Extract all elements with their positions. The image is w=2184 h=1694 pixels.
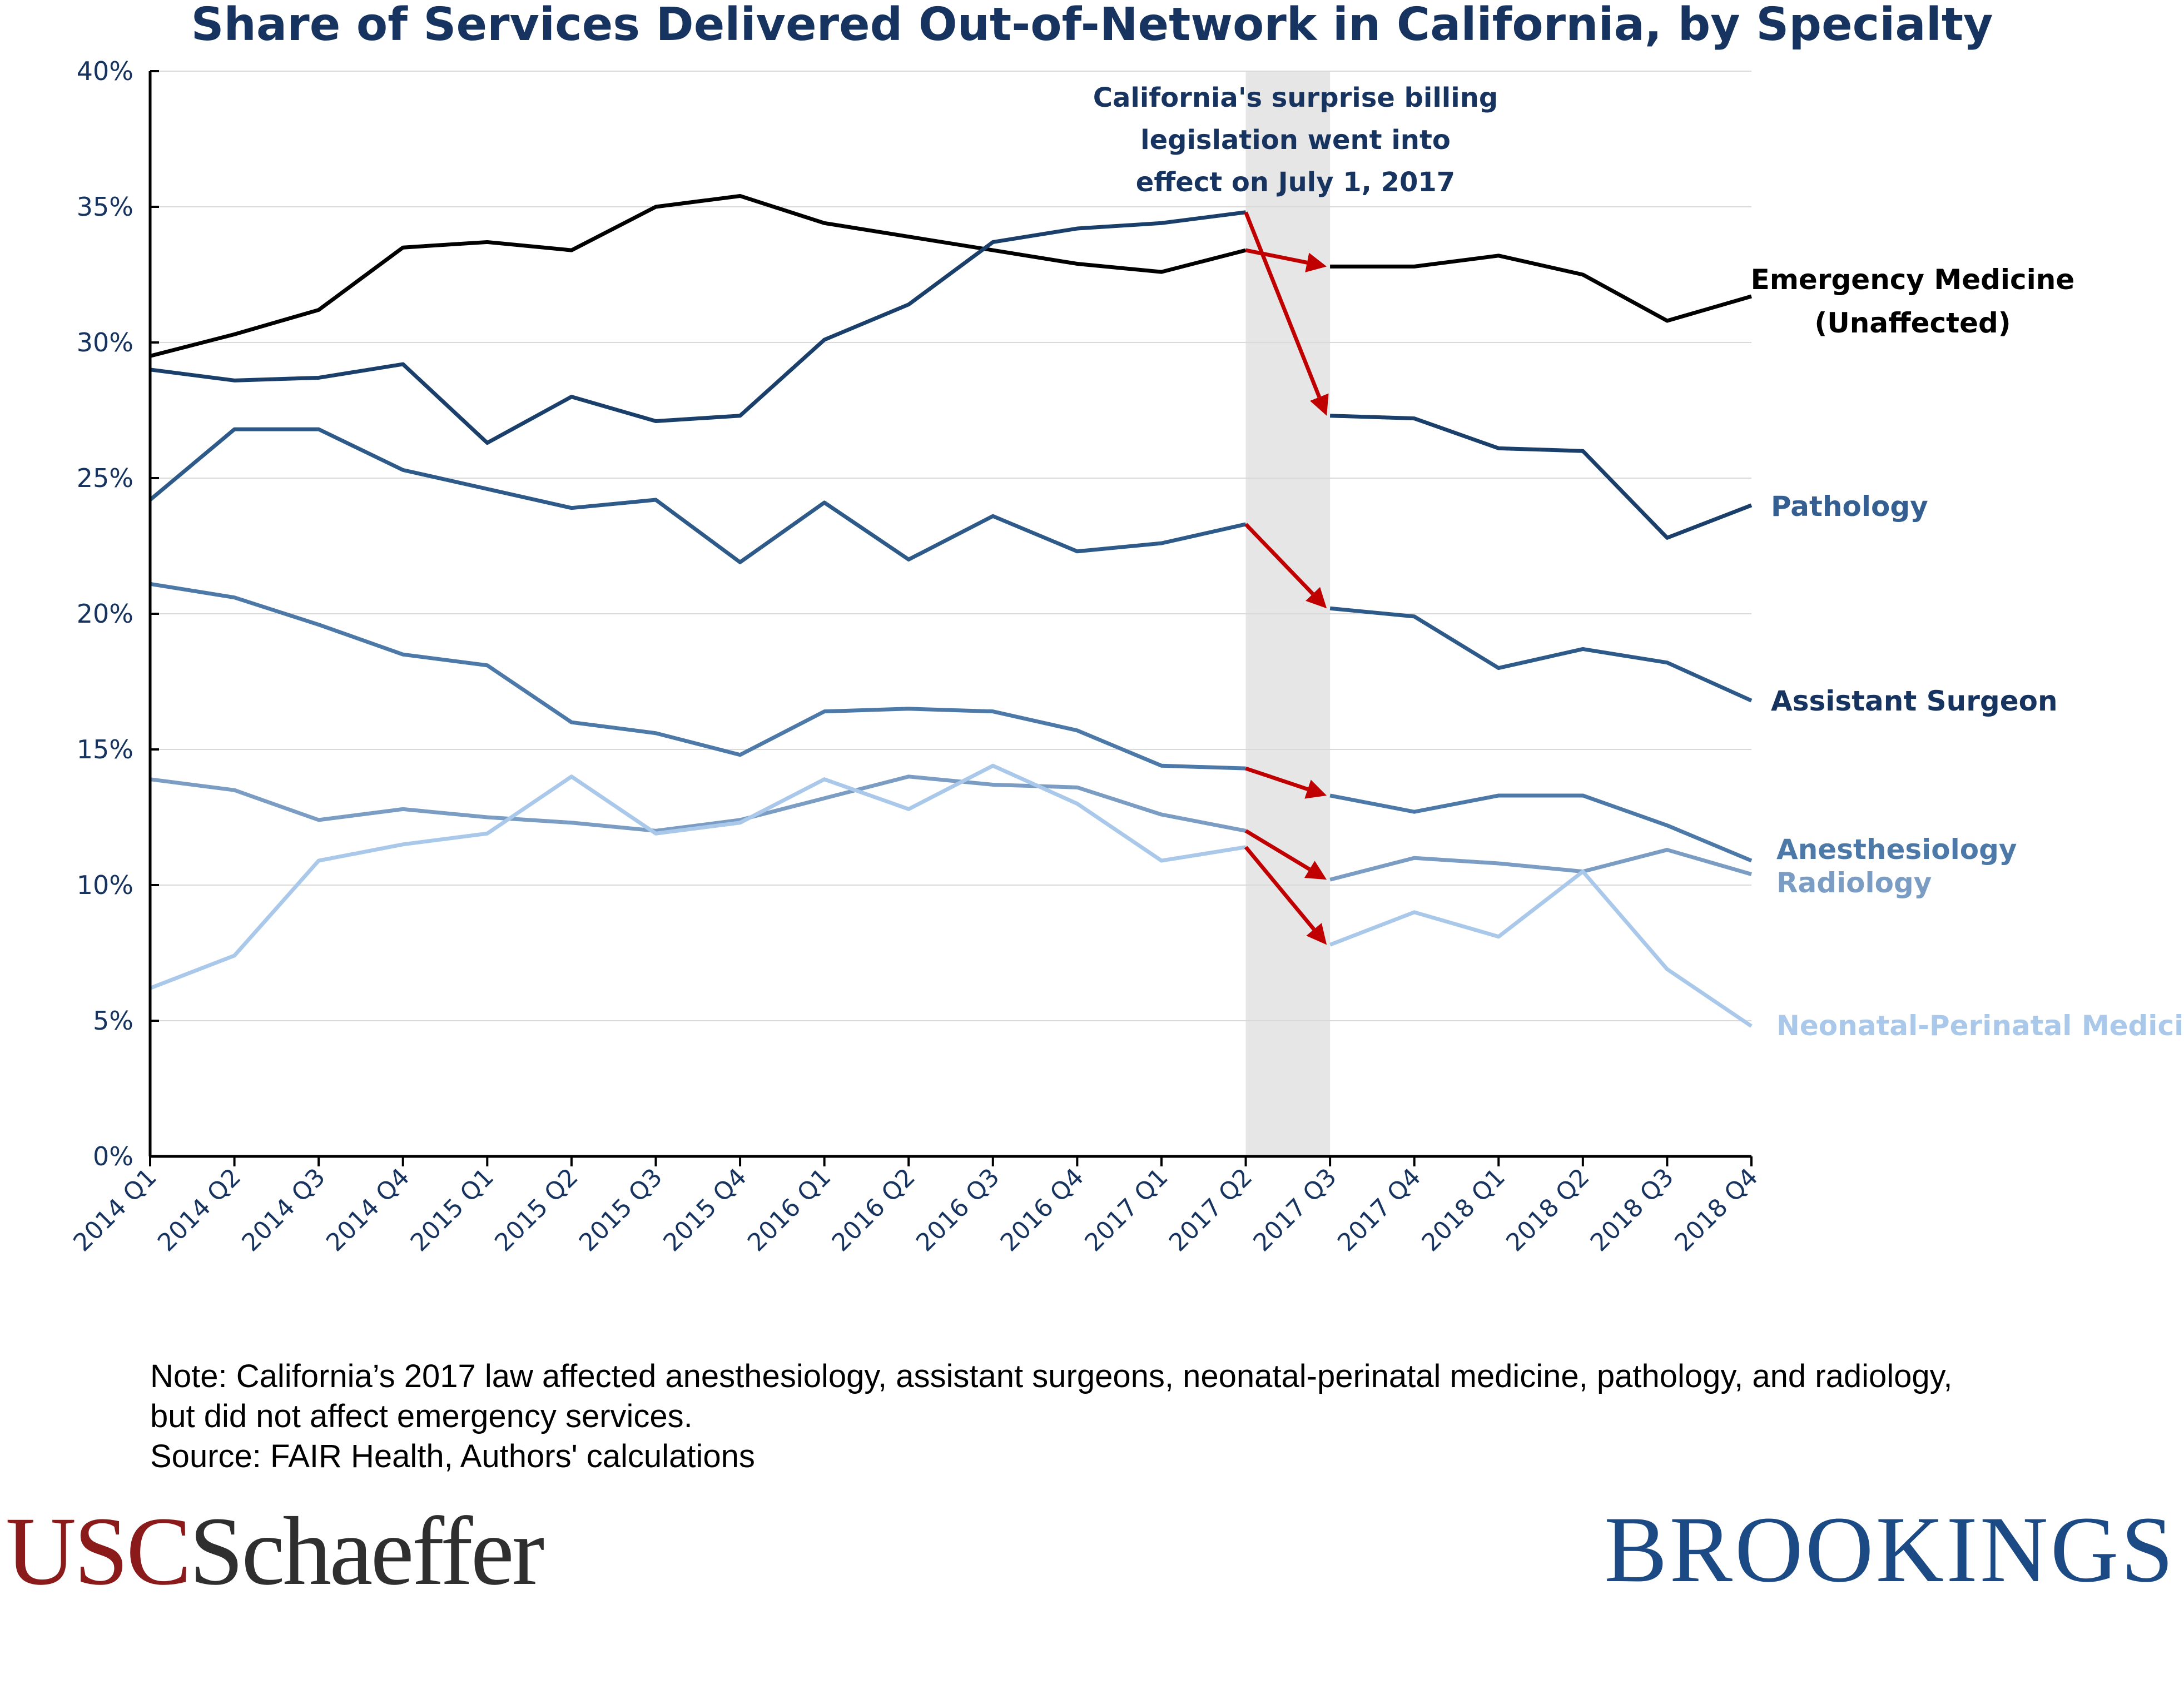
- series-line-neonatal-perinatal-medicine-after: [1329, 870, 1753, 1028]
- schaeffer-logo-part: Schaeffer: [189, 1497, 544, 1606]
- y-tick-label: 40%: [77, 56, 133, 86]
- y-tick-labels: 0% 5% 10% 15% 20% 25% 30% 35% 40%: [77, 56, 133, 1171]
- arrow-shaft: [1245, 248, 1308, 265]
- series-line-pathology: [150, 210, 1246, 445]
- x-tick-label: 2014 Q1: [68, 1163, 162, 1257]
- x-tick-label: 2015 Q4: [658, 1163, 752, 1257]
- series-lines: [148, 193, 1753, 1028]
- series-line-anesthesiology-after: [1329, 793, 1753, 863]
- arrow-head: [1310, 393, 1329, 416]
- annotation-text: California's surprise billing legislation…: [1093, 82, 1498, 198]
- arrow-head: [1306, 587, 1327, 609]
- note-line-2: but did not affect emergency services.: [150, 1398, 693, 1434]
- x-tick-label: 2014 Q4: [321, 1163, 415, 1257]
- series-line-pathology-after: [1329, 414, 1753, 540]
- usc-logo-part: USC: [6, 1497, 191, 1606]
- y-tick-label: 5%: [93, 1006, 133, 1036]
- x-tick-label: 2015 Q3: [574, 1163, 668, 1257]
- y-tick-label: 20%: [77, 599, 133, 629]
- series-line-assistant-surgeon-after: [1329, 606, 1753, 703]
- note-line-1: Note: California’s 2017 law affected ane…: [150, 1358, 1953, 1394]
- gridlines: [150, 71, 1751, 1021]
- x-tick-label: 2018 Q4: [1669, 1163, 1763, 1257]
- x-tick-label: 2016 Q2: [827, 1163, 921, 1257]
- series-label-emergency-medicine: Emergency Medicine: [1751, 264, 2075, 296]
- x-tick-label: 2017 Q1: [1079, 1163, 1173, 1257]
- series-label-anesthesiology: Anesthesiology: [1776, 833, 2017, 866]
- x-tick-label: 2018 Q2: [1501, 1163, 1595, 1257]
- y-tick-label: 15%: [77, 734, 133, 764]
- arrow-shaft: [1244, 846, 1316, 931]
- series-label-assistant-surgeon: Assistant Surgeon: [1771, 685, 2058, 717]
- x-tick-label: 2016 Q3: [911, 1163, 1005, 1257]
- series-line-assistant-surgeon: [148, 427, 1247, 564]
- annotation-line: California's surprise billing: [1093, 82, 1498, 113]
- axes: [148, 70, 1753, 1166]
- arrow-shaft: [1244, 829, 1311, 871]
- x-tick-label: 2017 Q4: [1332, 1163, 1426, 1257]
- chart-title: Share of Services Delivered Out-of-Netwo…: [191, 0, 1993, 51]
- arrow-shaft: [1245, 766, 1309, 791]
- chart-note: Note: California’s 2017 law affected ane…: [150, 1357, 2130, 1477]
- x-tick-label: 2017 Q3: [1248, 1163, 1342, 1257]
- series-labels: Emergency Medicine (Unaffected) Pathology A…: [1751, 264, 2184, 1042]
- y-tick-label: 35%: [77, 192, 133, 222]
- arrow-head: [1304, 861, 1327, 880]
- series-line-radiology-after: [1329, 848, 1752, 882]
- series-label-neonatal-perinatal-medicine: Neonatal-Perinatal Medicine: [1776, 1010, 2184, 1042]
- annotation-line: effect on July 1, 2017: [1136, 167, 1455, 198]
- x-tick-label: 2015 Q2: [489, 1163, 583, 1257]
- arrow-shaft: [1244, 523, 1314, 595]
- series-line-emergency-medicine: [150, 193, 1247, 358]
- y-tick-label: 0%: [93, 1141, 133, 1171]
- arrow-head: [1305, 252, 1327, 272]
- y-tick-label: 10%: [77, 870, 133, 900]
- brookings-logo: BROOKINGS: [1604, 1497, 2176, 1602]
- series-line-anesthesiology: [150, 582, 1246, 771]
- x-tick-label: 2014 Q2: [152, 1163, 246, 1257]
- x-tick-label: 2017 Q2: [1164, 1163, 1258, 1257]
- x-tick-label: 2016 Q1: [742, 1163, 836, 1257]
- arrow-shaft: [1244, 211, 1322, 398]
- arrow-head: [1306, 923, 1327, 945]
- arrow-head: [1304, 779, 1327, 799]
- usc-schaeffer-logo: USCSchaeffer: [6, 1496, 544, 1608]
- x-tick-label: 2015 Q1: [405, 1163, 499, 1257]
- x-tick-label: 2016 Q4: [995, 1163, 1089, 1257]
- change-arrows: [1244, 211, 1329, 945]
- series-label-pathology: Pathology: [1771, 490, 1928, 523]
- x-tick-label: 2018 Q1: [1417, 1163, 1511, 1257]
- series-line-neonatal-perinatal-medicine: [149, 763, 1247, 990]
- y-tick-label: 25%: [77, 463, 133, 493]
- x-tick-label: 2018 Q3: [1585, 1163, 1679, 1257]
- series-line-emergency-medicine-after: [1330, 254, 1752, 323]
- series-label-radiology: Radiology: [1776, 867, 1932, 899]
- x-tick-label: 2014 Q3: [237, 1163, 331, 1257]
- series-label-emergency-medicine-line2: (Unaffected): [1814, 307, 2011, 339]
- y-tick-label: 30%: [77, 327, 133, 357]
- source-line: Source: FAIR Health, Authors' calculatio…: [150, 1438, 755, 1474]
- series-line-radiology: [150, 774, 1247, 833]
- annotation-line: legislation went into: [1140, 125, 1451, 156]
